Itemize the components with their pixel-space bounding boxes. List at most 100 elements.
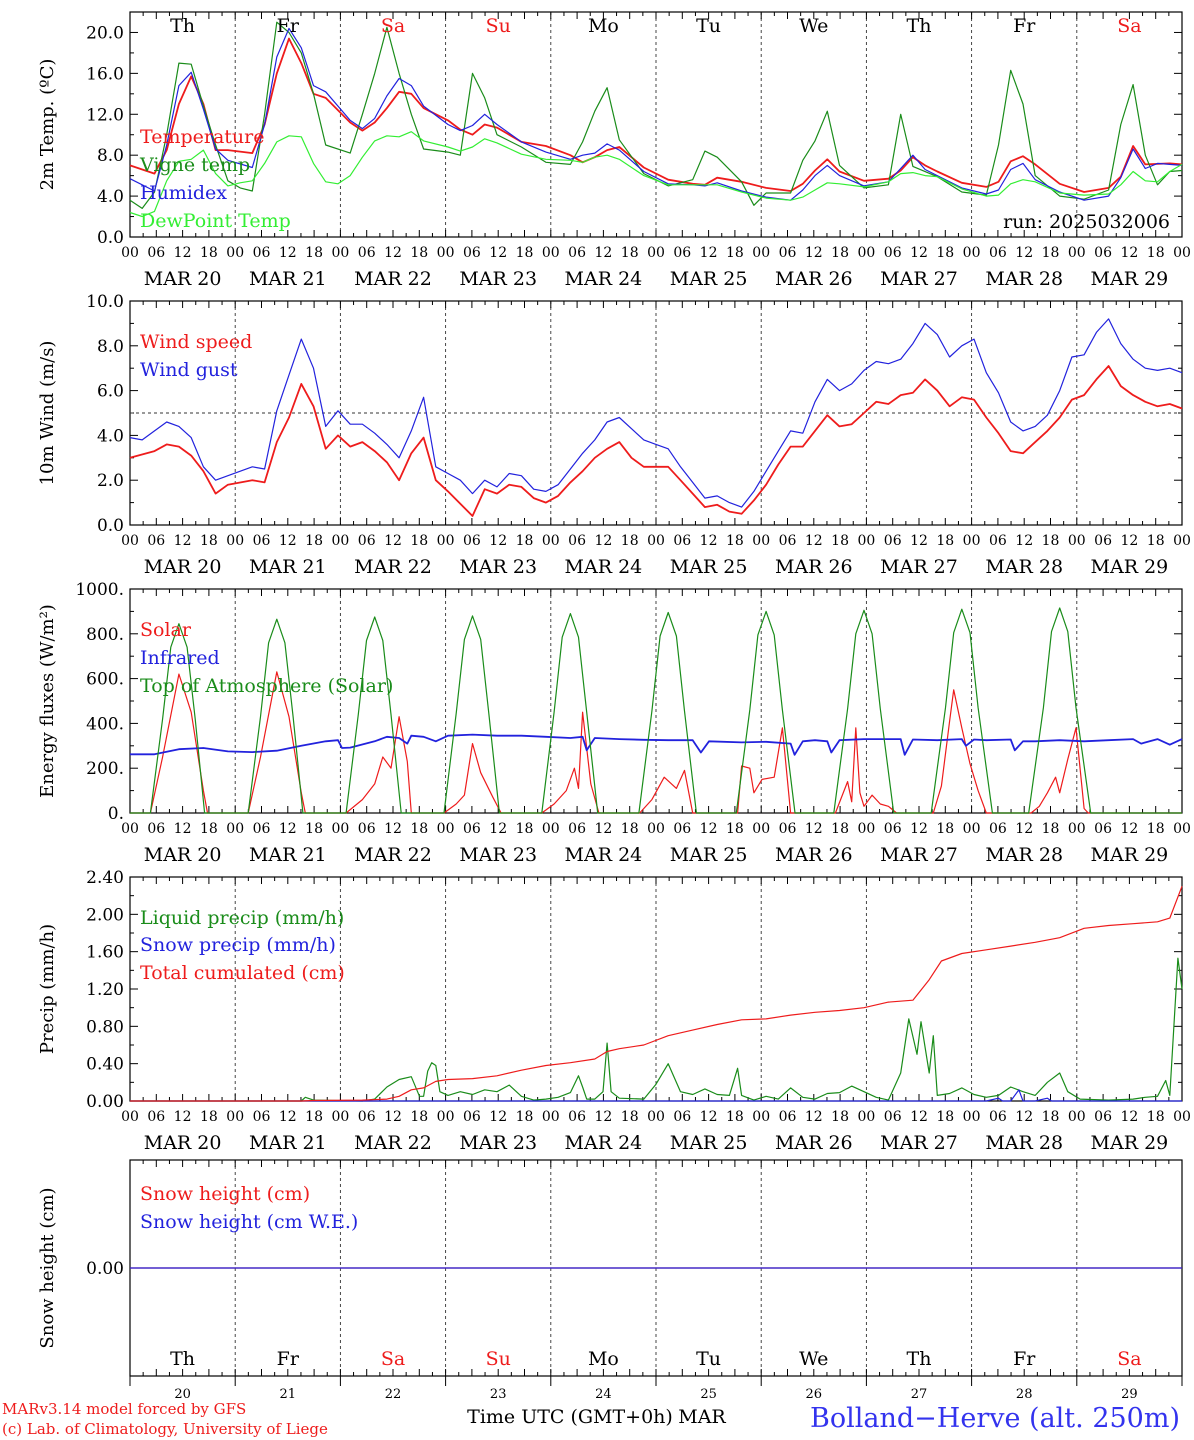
hour-label: 12 — [384, 533, 402, 549]
day-name: We — [799, 15, 828, 37]
series-line-wind-gust — [129, 318, 1183, 508]
date-label: MAR 26 — [775, 268, 853, 290]
legend-entry: Wind speed — [140, 331, 252, 353]
date-label: MAR 20 — [144, 1132, 222, 1154]
hour-label: 18 — [726, 1109, 744, 1125]
hour-label: 18 — [936, 821, 954, 837]
hour-label: 12 — [1015, 245, 1033, 261]
hour-label: 06 — [358, 245, 376, 261]
y-tick-label: 0.0 — [97, 516, 124, 536]
date-label: MAR 20 — [144, 844, 222, 866]
hour-label: 00 — [226, 533, 244, 549]
hour-label: 18 — [200, 533, 218, 549]
date-label: MAR 21 — [249, 1132, 327, 1154]
hour-label: 00 — [963, 821, 981, 837]
hour-label: 06 — [253, 245, 271, 261]
hour-label: 18 — [1042, 821, 1060, 837]
date-label: MAR 29 — [1091, 268, 1169, 290]
y-tick-label: 2.0 — [97, 471, 124, 491]
date-label: MAR 27 — [880, 1132, 958, 1154]
date-label: MAR 22 — [354, 844, 432, 866]
hour-label: 12 — [1120, 533, 1138, 549]
hour-label: 00 — [1173, 245, 1191, 261]
day-name: Tu — [696, 15, 721, 37]
hour-label: 12 — [805, 821, 823, 837]
hour-label: 00 — [542, 821, 560, 837]
hour-label: 12 — [594, 533, 612, 549]
date-label: MAR 27 — [880, 268, 958, 290]
hour-label: 12 — [489, 245, 507, 261]
date-label: MAR 29 — [1091, 1132, 1169, 1154]
y-tick-label: 1.20 — [86, 980, 124, 1000]
hour-label: 00 — [963, 245, 981, 261]
series-line-snow-precip-mm-h- — [130, 1089, 1182, 1102]
hour-label: 18 — [410, 821, 428, 837]
hour-label: 06 — [463, 533, 481, 549]
hour-label: 12 — [384, 1109, 402, 1125]
hour-label: 12 — [1120, 1109, 1138, 1125]
day-name: Tu — [696, 1348, 721, 1370]
hour-label: 18 — [305, 245, 323, 261]
hour-label: 06 — [1094, 245, 1112, 261]
y-tick-label: 1.60 — [86, 943, 124, 963]
hour-label: 06 — [253, 821, 271, 837]
hour-label: 00 — [647, 821, 665, 837]
hour-label: 00 — [857, 533, 875, 549]
day-name: Su — [486, 1348, 511, 1370]
day-name: Mo — [588, 1348, 619, 1370]
day-name: Fr — [1013, 15, 1036, 37]
day-number: 20 — [174, 1387, 191, 1402]
y-axis-label: 2m Temp. (ºC) — [37, 59, 58, 191]
legend-entry: Vigne temp — [139, 154, 250, 176]
run-label: run: 2025032006 — [1003, 211, 1170, 233]
hour-label: 06 — [358, 533, 376, 549]
hour-label: 12 — [279, 245, 297, 261]
hour-label: 12 — [594, 1109, 612, 1125]
hour-label: 12 — [805, 245, 823, 261]
hour-label: 00 — [437, 1109, 455, 1125]
hour-label: 18 — [936, 533, 954, 549]
hour-label: 06 — [1094, 1109, 1112, 1125]
y-tick-label: 600. — [86, 670, 124, 690]
hour-label: 12 — [910, 1109, 928, 1125]
day-name: Fr — [277, 1348, 300, 1370]
hour-label: 12 — [384, 245, 402, 261]
hour-label: 00 — [331, 821, 349, 837]
hour-label: 18 — [726, 245, 744, 261]
hour-label: 18 — [621, 533, 639, 549]
hour-label: 18 — [726, 821, 744, 837]
date-label: MAR 28 — [985, 1132, 1063, 1154]
date-label: MAR 28 — [985, 556, 1063, 578]
hour-label: 12 — [489, 821, 507, 837]
hour-label: 18 — [200, 245, 218, 261]
date-label: MAR 23 — [459, 268, 537, 290]
hour-label: 18 — [831, 533, 849, 549]
hour-label: 00 — [857, 1109, 875, 1125]
hour-label: 00 — [1173, 533, 1191, 549]
hour-label: 12 — [1015, 821, 1033, 837]
hour-label: 00 — [752, 1109, 770, 1125]
hour-label: 12 — [910, 533, 928, 549]
y-axis-label: 10m Wind (m/s) — [37, 341, 58, 486]
legend-entry: Wind gust — [140, 359, 238, 381]
hour-label: 00 — [121, 245, 139, 261]
hour-label: 00 — [437, 821, 455, 837]
hour-label: 18 — [410, 245, 428, 261]
hour-label: 18 — [1042, 245, 1060, 261]
y-tick-label: 0.40 — [86, 1055, 124, 1075]
hour-label: 18 — [1147, 1109, 1165, 1125]
hour-label: 18 — [305, 1109, 323, 1125]
y-axis-label: Precip (mm/h) — [37, 924, 58, 1054]
station-title: Bolland−Herve (alt. 250m) — [810, 1403, 1180, 1434]
hour-label: 18 — [1147, 533, 1165, 549]
y-axis-label: Energy fluxes (W/m²) — [37, 604, 58, 798]
hour-label: 00 — [1068, 1109, 1086, 1125]
day-number: 26 — [806, 1387, 823, 1402]
hour-label: 12 — [1015, 1109, 1033, 1125]
series-line-dewpoint-temp — [129, 131, 1183, 218]
hour-label: 18 — [516, 533, 534, 549]
series-line-temperature — [129, 37, 1183, 193]
hour-label: 06 — [989, 821, 1007, 837]
hour-label: 06 — [884, 821, 902, 837]
